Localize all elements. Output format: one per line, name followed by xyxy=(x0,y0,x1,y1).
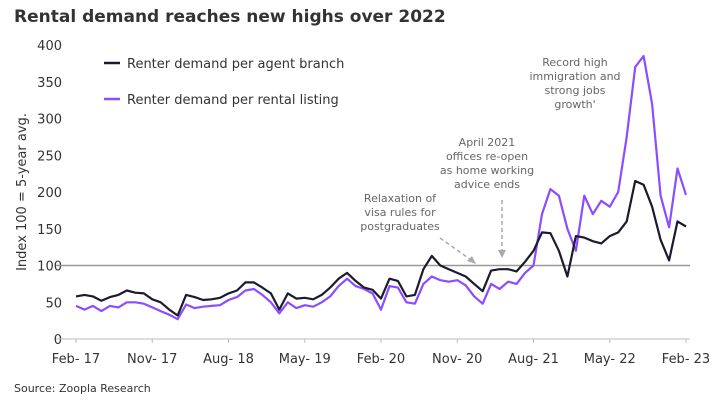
annotation-line: postgraduates xyxy=(360,220,440,233)
annotation: Record high immigration and strong jobs gro… xyxy=(529,56,620,111)
legend-label: Renter demand per rental listing xyxy=(127,93,339,108)
y-tick-label: 250 xyxy=(37,149,62,164)
source: Source: Zoopla Research xyxy=(14,382,151,395)
series-line xyxy=(75,54,688,321)
x-tick-label: May- 19 xyxy=(279,352,331,367)
annotation-line: strong jobs xyxy=(544,84,605,97)
x-tick-label: Aug- 18 xyxy=(203,352,254,367)
series-line xyxy=(75,179,687,317)
annotation-arrow xyxy=(439,237,475,263)
annotation-line: offices re-open xyxy=(446,150,528,163)
x-tick-label: Feb- 23 xyxy=(662,352,710,367)
legend-label: Renter demand per agent branch xyxy=(127,57,344,72)
y-tick-label: 200 xyxy=(37,186,62,201)
y-axis-label: Index 100 = 5-year avg. xyxy=(15,113,30,271)
x-tick-label: Nov- 20 xyxy=(432,352,482,367)
y-tick-label: 150 xyxy=(37,223,62,238)
y-tick-label: 50 xyxy=(45,296,62,311)
annotation-line: April 2021 xyxy=(459,136,516,149)
annotation-line: visa rules for xyxy=(364,206,436,219)
y-tick-label: 100 xyxy=(37,260,62,275)
arrow-head xyxy=(498,250,506,258)
y-tick-label: 0 xyxy=(54,333,62,348)
annotation-line: advice ends xyxy=(454,178,520,191)
arrow-head xyxy=(467,256,476,264)
annotation-line: Record high xyxy=(542,56,608,69)
x-tick-label: Nov- 17 xyxy=(127,352,177,367)
chart-title: Rental demand reaches new highs over 202… xyxy=(14,7,446,27)
annotation-line: as home working xyxy=(440,164,534,177)
annotation: Relaxation of visa rules for postgraduates xyxy=(360,192,440,233)
x-tick-label: May- 22 xyxy=(584,352,636,367)
y-tick-label: 300 xyxy=(37,113,62,128)
y-tick-label: 350 xyxy=(37,76,62,91)
y-tick-label: 400 xyxy=(37,39,62,54)
annotation-line: growth' xyxy=(554,98,595,111)
x-tick-label: Feb- 17 xyxy=(52,352,100,367)
x-tick-label: Feb- 20 xyxy=(357,352,405,367)
annotation: April 2021 offices re-open as home working… xyxy=(440,136,534,191)
annotation-line: immigration and xyxy=(529,70,620,83)
annotation-line: Relaxation of xyxy=(364,192,437,205)
x-tick-label: Aug- 21 xyxy=(508,352,559,367)
